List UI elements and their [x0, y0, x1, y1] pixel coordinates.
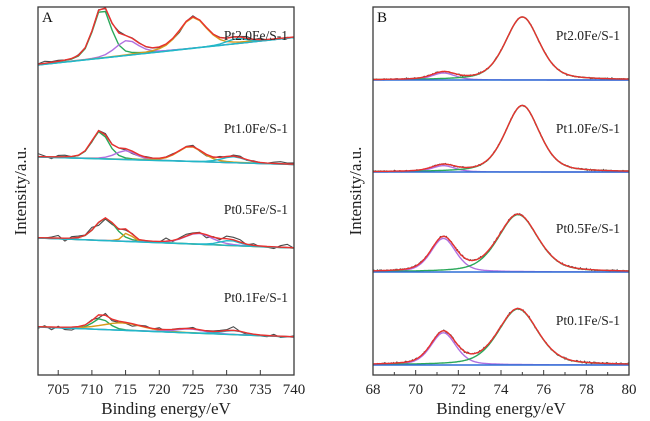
fit-background [38, 36, 294, 66]
panel-b-y-axis-label: Intensity/a.u. [346, 147, 365, 236]
panel-b-letter: B [377, 10, 387, 26]
fit-background [38, 156, 294, 166]
series-pt1-0fe-s-1 [38, 129, 294, 166]
x-tick-label: 78 [579, 382, 594, 398]
raw-spectrum [373, 16, 629, 81]
x-tick-label: 710 [81, 382, 104, 398]
panel-b-plot-area [373, 16, 629, 366]
fit-envelope [38, 314, 294, 338]
x-tick-label: 730 [215, 382, 238, 398]
x-tick-label: 735 [249, 382, 272, 398]
panel-a-y-axis-label: Intensity/a.u. [11, 147, 30, 236]
fit-envelope [373, 213, 629, 272]
fit-envelope [38, 7, 294, 65]
panel-b-x-axis-label: Binding energy/eV [436, 399, 566, 418]
x-tick-label: 68 [366, 382, 381, 398]
series-pt1-0fe-s-1 [373, 104, 629, 173]
x-tick-label: 720 [148, 382, 171, 398]
fit-component-peak2 [373, 16, 629, 81]
x-tick-label: 725 [182, 382, 205, 398]
x-tick-label: 740 [283, 382, 306, 398]
fit-component-peak2 [373, 104, 629, 173]
fit-background [38, 326, 294, 338]
fit-envelope [373, 307, 629, 365]
panel-a-plot-area [38, 7, 294, 339]
panel-b: B 68 70 72 74 76 78 80 Binding energy/eV Inten… [346, 6, 637, 418]
fit-background [38, 237, 294, 249]
raw-spectrum [38, 218, 294, 250]
sample-label: Pt1.0Fe/S-1 [556, 121, 620, 136]
fit-component-peak1 [38, 130, 294, 166]
sample-label: Pt0.5Fe/S-1 [224, 202, 288, 217]
x-tick-label: 705 [47, 382, 70, 398]
sample-label: Pt0.1Fe/S-1 [556, 313, 620, 328]
sample-label: Pt0.1Fe/S-1 [224, 290, 288, 305]
series-pt2-0fe-s-1 [373, 16, 629, 81]
x-tick-label: 715 [114, 382, 137, 398]
series-pt2-0fe-s-1 [38, 7, 294, 66]
panel-a: A 705 710 715 720 725 730 735 740 Binding energ… [11, 6, 305, 418]
series-pt0-5fe-s-1 [373, 212, 629, 273]
panel-a-frame [37, 6, 295, 376]
x-tick-label: 72 [451, 382, 466, 398]
panel-a-x-ticks: 705 710 715 720 725 730 735 740 [47, 370, 305, 398]
x-tick-label: 74 [494, 382, 510, 398]
panel-a-x-axis-label: Binding energy/eV [101, 399, 231, 418]
fit-component-peak1 [373, 332, 629, 366]
series-pt0-1fe-s-1 [38, 312, 294, 339]
series-pt0-1fe-s-1 [373, 307, 629, 366]
sample-label: Pt2.0Fe/S-1 [224, 28, 288, 43]
fit-envelope [373, 104, 629, 173]
panel-a-letter: A [42, 10, 53, 26]
sample-label: Pt2.0Fe/S-1 [556, 28, 620, 43]
fit-envelope [38, 216, 294, 249]
panel-b-x-ticks: 68 70 72 74 76 78 80 [366, 370, 637, 398]
raw-spectrum [373, 104, 629, 173]
series-pt0-5fe-s-1 [38, 216, 294, 250]
x-tick-label: 70 [408, 382, 423, 398]
x-tick-label: 80 [622, 382, 637, 398]
fit-envelope [38, 129, 294, 165]
x-tick-label: 76 [536, 382, 552, 398]
sample-label: Pt1.0Fe/S-1 [224, 121, 288, 136]
sample-label: Pt0.5Fe/S-1 [556, 221, 620, 236]
fit-envelope [373, 16, 629, 81]
